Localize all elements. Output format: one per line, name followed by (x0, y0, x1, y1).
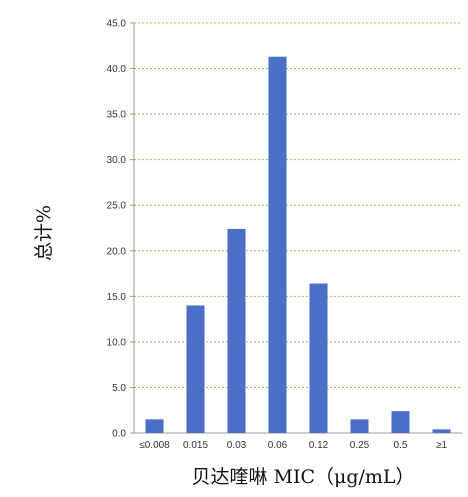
x-tick-label: 0.25 (350, 440, 370, 451)
bar-1 (186, 305, 205, 433)
bar-6 (391, 411, 410, 433)
y-axis-title: 总计% (33, 205, 55, 261)
bars (145, 56, 451, 433)
y-tick-label: 40.0 (107, 64, 127, 75)
x-tick-labels: ≤0.008 0.015 0.03 0.06 0.12 0.25 0.5 ≥1 (139, 440, 447, 451)
gridlines (134, 22, 462, 388)
bar-5 (350, 419, 369, 433)
bar-7 (432, 429, 451, 433)
y-tick-label: 20.0 (107, 246, 127, 257)
x-tick-label: ≥1 (436, 440, 447, 451)
y-tick-label: 0.0 (112, 429, 126, 440)
x-tick-label: 0.12 (309, 440, 329, 451)
x-tick-label: 0.015 (183, 440, 208, 451)
x-tick-label: 0.5 (394, 440, 408, 451)
axes (130, 22, 462, 434)
x-tick-label: 0.06 (268, 440, 288, 451)
y-tick-label: 5.0 (112, 383, 126, 394)
y-tick-label: 30.0 (107, 155, 127, 166)
bar-3 (268, 56, 287, 433)
y-tick-label: 15.0 (107, 292, 127, 303)
y-tick-label: 10.0 (107, 337, 127, 348)
x-tick-label: 0.03 (227, 440, 247, 451)
x-tick-label: ≤0.008 (139, 440, 170, 451)
y-tick-label: 45.0 (107, 19, 127, 30)
y-tick-label: 25.0 (107, 201, 127, 212)
y-tick-labels: 0.0 5.0 10.0 15.0 20.0 25.0 30.0 35.0 40.0 45.0 (107, 19, 127, 440)
bar-2 (227, 228, 246, 433)
bar-0 (145, 419, 164, 433)
y-tick-label: 35.0 (107, 110, 127, 121)
x-axis-title: 贝达喹啉 MIC（μg/mL） (191, 466, 414, 488)
bar-4 (309, 283, 328, 433)
